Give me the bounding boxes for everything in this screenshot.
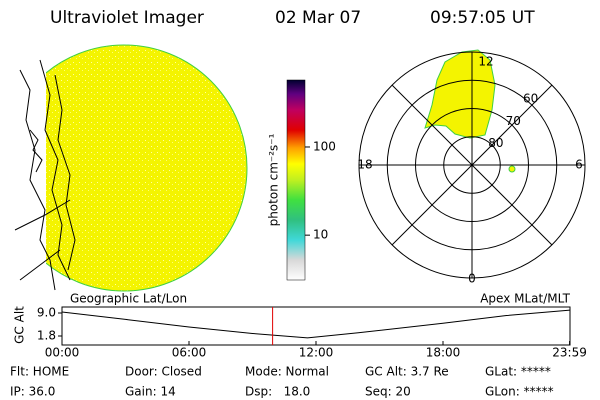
time: 09:57:05 UT [430, 8, 535, 28]
colorbar-tick-label: 100 [313, 139, 336, 153]
timeline-y-label: GC Alt [13, 306, 27, 344]
mlt-label: 12 [478, 55, 493, 69]
status-field: Seq: 20 [365, 385, 411, 399]
status-field: GLon: ***** [485, 385, 554, 399]
instrument: Ultraviolet Imager [50, 8, 204, 28]
status-field: Dsp: 18.0 [245, 385, 310, 399]
polar-spoke [391, 84, 553, 246]
aurora [424, 49, 496, 139]
date: 02 Mar 07 [275, 8, 361, 28]
x-tick-label: 23:59 [552, 346, 587, 360]
lat-ring [443, 136, 501, 194]
status-field: Gain: 14 [125, 385, 176, 399]
lat-ring-label: 70 [506, 114, 521, 128]
x-tick-label: 00:00 [45, 346, 80, 360]
x-tick-label: 06:00 [172, 346, 207, 360]
y-tick-label: 1.8 [37, 329, 56, 343]
status-field: Door: Closed [125, 365, 202, 379]
timeline-left-label: Geographic Lat/Lon [70, 292, 187, 306]
x-tick-label: 12:00 [299, 346, 334, 360]
status-field: Flt: HOME [10, 365, 69, 379]
x-tick-label: 18:00 [426, 346, 461, 360]
colorbar-label: photon cm⁻²s⁻¹ [267, 133, 281, 226]
lat-ring [386, 79, 558, 251]
colorbar-tick-label: 10 [313, 228, 328, 242]
altitude-line [61, 309, 571, 339]
mlt-label: 18 [357, 158, 372, 172]
y-tick-label: 9.0 [37, 306, 56, 320]
status-field: GLat: ***** [485, 365, 551, 379]
lat-ring-label: 60 [523, 92, 538, 106]
timeline-right-label: Apex MLat/MLT [480, 292, 570, 306]
status-field: GC Alt: 3.7 Re [365, 365, 449, 379]
lat-ring [415, 108, 529, 222]
colorbar [286, 79, 306, 281]
earth-image [14, 44, 248, 292]
status-field: IP: 36.0 [10, 385, 55, 399]
lat-ring-label: 80 [488, 136, 503, 150]
mlt-label: 0 [468, 272, 476, 286]
aurora-spot [508, 165, 516, 173]
timeline-frame [61, 306, 571, 346]
status-field: Mode: Normal [245, 365, 329, 379]
mlt-label: 6 [575, 158, 583, 172]
